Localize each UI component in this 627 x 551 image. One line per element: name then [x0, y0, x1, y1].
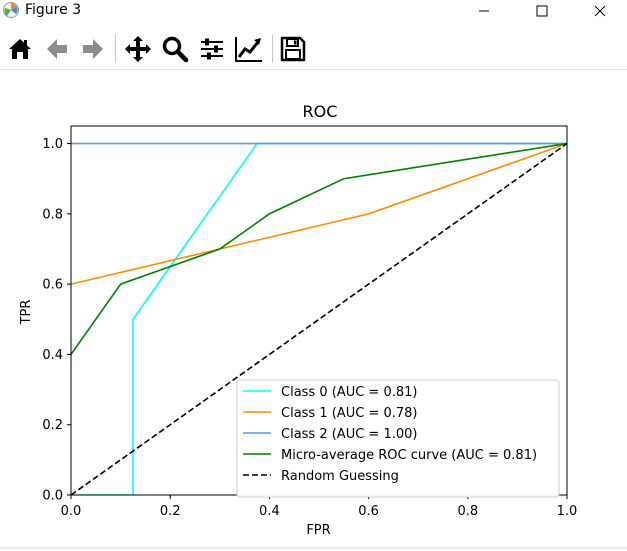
pan-icon: [125, 36, 151, 62]
figure-canvas[interactable]: ROC 0.0 0.2 0.4 0.6 0.8 1.0 0.0 0.2 0.4 0.6 0.8 1.…: [0, 70, 627, 547]
toolbar-separator: [272, 35, 273, 63]
y-tick-label: 0.6: [42, 278, 63, 293]
legend-label: Micro-average ROC curve (AUC = 0.81): [281, 448, 537, 463]
x-tick-label: 0.2: [160, 504, 181, 519]
roc-chart: ROC 0.0 0.2 0.4 0.6 0.8 1.0 0.0 0.2 0.4 0.6 0.8 1.…: [19, 102, 578, 538]
x-tick-label: 0.6: [358, 504, 379, 519]
x-axis-label: FPR: [306, 523, 330, 538]
plot-lines: [71, 142, 567, 495]
back-button[interactable]: [42, 33, 72, 65]
window-title: Figure 3: [25, 2, 82, 18]
zoom-button[interactable]: [160, 33, 190, 65]
zoom-icon: [162, 36, 189, 63]
forward-arrow-icon: [83, 39, 103, 59]
matplotlib-app-icon: [3, 2, 19, 18]
x-tick-label: 0.8: [457, 504, 478, 519]
subplots-button[interactable]: [197, 33, 227, 65]
x-tick-label: 0.4: [259, 504, 280, 519]
series-line-1: [71, 142, 567, 285]
x-tick-label: 1.0: [557, 504, 578, 519]
legend-box: [236, 379, 560, 498]
minimize-icon: [479, 10, 489, 12]
y-tick-label: 0.0: [42, 489, 63, 504]
maximize-button[interactable]: [519, 0, 565, 22]
subplots-config-icon: [201, 38, 223, 60]
window-bottom-edge: [0, 547, 627, 549]
home-icon: [9, 39, 31, 59]
save-icon: [280, 36, 306, 62]
x-tick-label: 0.0: [61, 504, 82, 519]
y-tick-label: 0.4: [42, 348, 63, 363]
back-arrow-icon: [47, 39, 67, 59]
chart-title: ROC: [303, 102, 338, 121]
y-axis-ticks: 0.0 0.2 0.4 0.6 0.8 1.0: [42, 137, 71, 504]
pan-button[interactable]: [123, 33, 153, 65]
navigation-toolbar: [0, 29, 627, 69]
forward-button[interactable]: [78, 33, 108, 65]
home-button[interactable]: [5, 33, 35, 65]
y-tick-label: 1.0: [42, 137, 63, 152]
y-tick-label: 0.2: [42, 418, 63, 433]
legend-label: Class 2 (AUC = 1.00): [281, 427, 417, 442]
y-axis-label: TPR: [19, 300, 34, 326]
legend-label: Class 1 (AUC = 0.78): [281, 406, 417, 421]
toolbar-divider: [0, 69, 627, 70]
x-axis-ticks: 0.0 0.2 0.4 0.6 0.8 1.0: [61, 495, 578, 519]
window-titlebar: Figure 3: [0, 0, 627, 22]
legend-label: Random Guessing: [281, 469, 399, 484]
close-icon: [594, 5, 606, 17]
chart-legend: Class 0 (AUC = 0.81) Class 1 (AUC = 0.78)…: [236, 379, 560, 498]
series-line-3: [71, 142, 567, 355]
close-button[interactable]: [577, 0, 623, 22]
toolbar-separator: [115, 35, 116, 63]
legend-label: Class 0 (AUC = 0.81): [281, 385, 417, 400]
series-line-4: [71, 142, 567, 495]
minimize-button[interactable]: [461, 0, 507, 22]
save-button[interactable]: [278, 33, 308, 65]
y-tick-label: 0.8: [42, 207, 63, 222]
edit-curves-button[interactable]: [234, 33, 264, 65]
maximize-icon: [536, 5, 548, 17]
edit-curves-icon: [235, 37, 262, 62]
